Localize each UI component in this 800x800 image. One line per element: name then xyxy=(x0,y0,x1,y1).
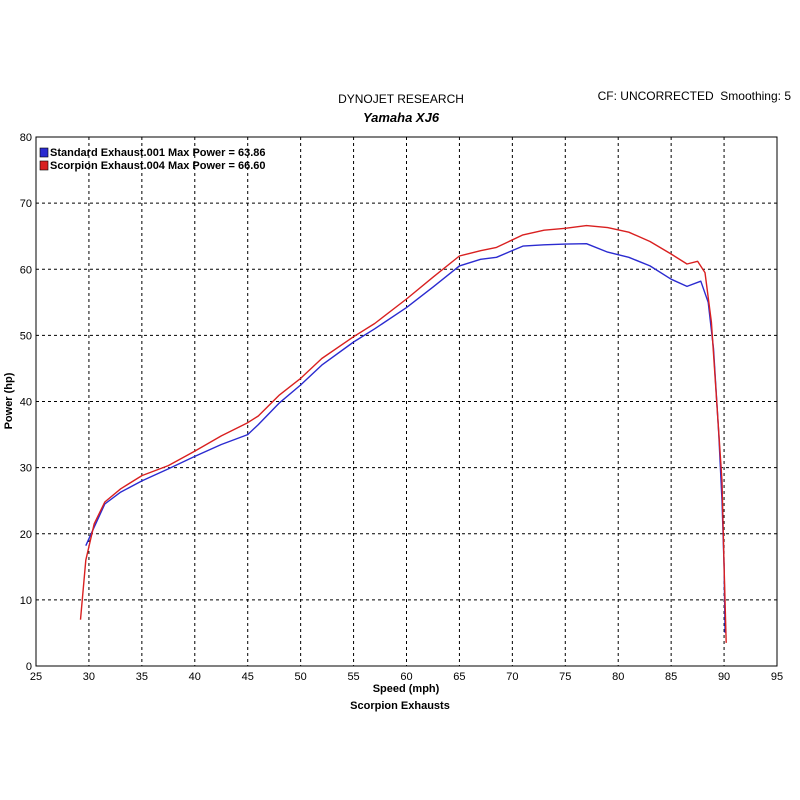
x-tick-label: 25 xyxy=(30,671,42,683)
legend-label-1: Standard Exhaust.001 Max Power = 63.86 xyxy=(50,147,266,159)
legend: Standard Exhaust.001 Max Power = 63.86Sc… xyxy=(39,147,266,172)
y-axis-ticks: 0 10 20 30 40 50 60 70 80 xyxy=(20,132,32,673)
y-tick-label: 40 xyxy=(20,397,32,409)
y-tick-label: 30 xyxy=(20,463,32,475)
x-tick-label: 95 xyxy=(771,671,783,683)
legend-swatch-1 xyxy=(39,147,49,158)
y-tick-label: 0 xyxy=(26,661,32,673)
x-axis-ticks: 25 30 35 40 45 50 55 60 65 70 75 80 85 90 95 xyxy=(30,671,783,683)
x-tick-label: 70 xyxy=(506,671,518,683)
y-tick-label: 50 xyxy=(20,330,32,342)
x-tick-label: 65 xyxy=(453,671,465,683)
correction-info: CF: UNCORRECTED Smoothing: 5 xyxy=(598,89,792,103)
footer-caption: Scorpion Exhausts xyxy=(350,700,450,712)
chart-subtitle: Yamaha XJ6 xyxy=(363,110,440,125)
chart-title: DYNOJET RESEARCH xyxy=(338,92,464,106)
y-tick-label: 70 xyxy=(20,198,32,210)
x-tick-label: 90 xyxy=(718,671,730,683)
x-axis-label: Speed (mph) xyxy=(373,683,440,695)
series-line-1 xyxy=(85,243,726,633)
legend-label-2: Scorpion Exhaust.004 Max Power = 66.60 xyxy=(50,160,266,172)
x-tick-label: 80 xyxy=(612,671,624,683)
x-tick-label: 75 xyxy=(559,671,571,683)
legend-swatch-2 xyxy=(39,160,49,171)
series-layer xyxy=(79,224,727,643)
series-line-2 xyxy=(79,224,727,643)
x-tick-label: 30 xyxy=(83,671,95,683)
y-tick-label: 60 xyxy=(20,264,32,276)
plot-area: Standard Exhaust.001 Max Power = 63.86Sc… xyxy=(35,136,778,667)
x-tick-label: 35 xyxy=(136,671,148,683)
y-axis-label: Power (hp) xyxy=(3,372,15,429)
y-tick-label: 80 xyxy=(20,132,32,144)
y-tick-label: 20 xyxy=(20,529,32,541)
x-tick-label: 55 xyxy=(347,671,359,683)
x-tick-label: 40 xyxy=(189,671,201,683)
x-tick-label: 45 xyxy=(242,671,254,683)
x-tick-label: 85 xyxy=(665,671,677,683)
x-tick-label: 50 xyxy=(295,671,307,683)
y-tick-label: 10 xyxy=(20,595,32,607)
x-tick-label: 60 xyxy=(400,671,412,683)
